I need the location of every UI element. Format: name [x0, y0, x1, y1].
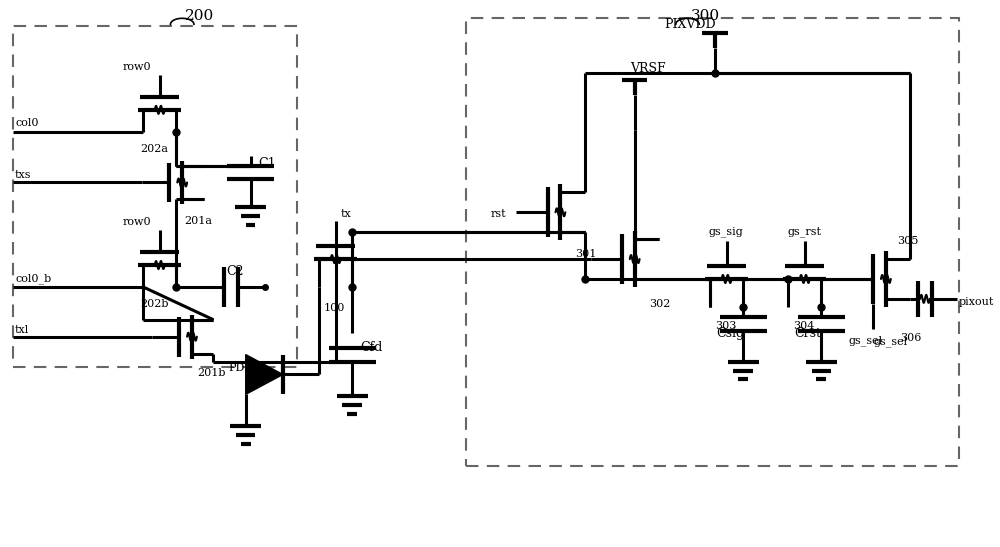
Text: 302: 302: [649, 299, 671, 309]
Text: Crst: Crst: [794, 327, 821, 340]
Text: gs_sel: gs_sel: [849, 336, 883, 346]
Text: 202b: 202b: [140, 299, 169, 309]
Text: rst: rst: [491, 210, 507, 219]
Text: gs_sel: gs_sel: [873, 336, 907, 347]
Text: PIXVDD: PIXVDD: [664, 18, 716, 31]
Text: 306: 306: [901, 333, 922, 342]
Text: col0: col0: [15, 118, 39, 128]
Text: txl: txl: [15, 325, 29, 335]
Text: col0_b: col0_b: [15, 273, 51, 284]
Text: Cfd: Cfd: [360, 341, 382, 353]
Text: 304: 304: [793, 321, 814, 331]
Polygon shape: [246, 354, 283, 394]
Text: C1: C1: [258, 156, 276, 170]
Text: PD: PD: [228, 363, 245, 373]
Text: 300: 300: [690, 9, 720, 24]
Text: pixout: pixout: [959, 297, 995, 307]
Text: 200: 200: [185, 9, 214, 24]
Text: row0: row0: [123, 62, 151, 72]
Text: 305: 305: [898, 236, 919, 246]
Text: VRSF: VRSF: [630, 62, 665, 75]
Text: gs_rst: gs_rst: [787, 226, 821, 237]
Text: 303: 303: [715, 321, 736, 331]
Text: 100: 100: [324, 303, 345, 313]
Text: C2: C2: [226, 265, 244, 278]
Text: 201b: 201b: [197, 369, 225, 379]
Text: 301: 301: [575, 249, 596, 259]
Text: txs: txs: [15, 171, 32, 181]
Text: row0: row0: [123, 217, 151, 227]
Text: gs_sig: gs_sig: [709, 226, 744, 237]
Text: tx: tx: [341, 210, 351, 219]
Text: 202a: 202a: [140, 144, 168, 154]
Text: 201a: 201a: [184, 216, 212, 226]
Text: Csig: Csig: [716, 327, 744, 340]
